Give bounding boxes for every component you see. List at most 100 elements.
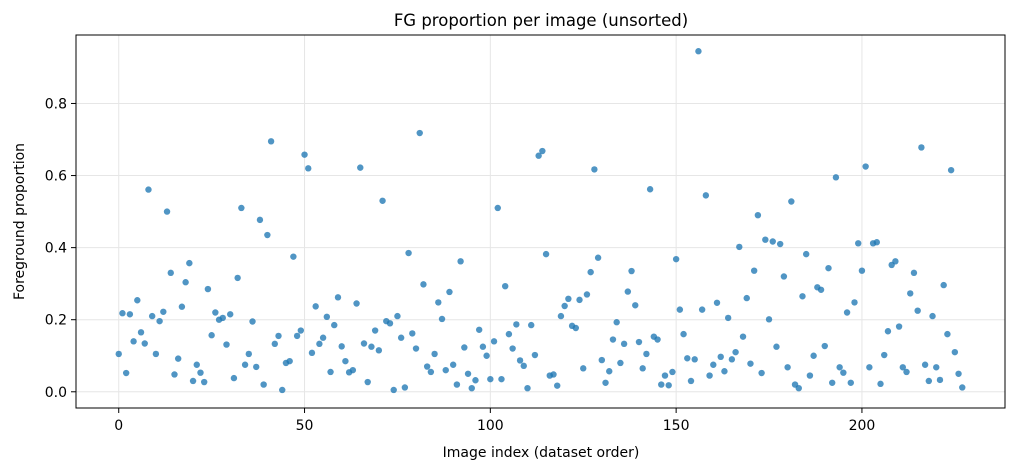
data-point xyxy=(661,372,669,379)
data-point xyxy=(933,364,940,371)
data-point xyxy=(197,369,204,376)
data-point xyxy=(505,330,513,338)
data-point xyxy=(449,361,457,368)
data-point xyxy=(275,332,282,340)
data-point xyxy=(914,307,921,314)
data-point xyxy=(264,231,271,239)
data-point xyxy=(483,352,490,359)
data-point xyxy=(724,314,732,322)
data-point xyxy=(654,336,661,343)
data-point xyxy=(955,370,962,377)
data-point xyxy=(208,332,215,339)
data-point xyxy=(843,309,851,316)
data-point xyxy=(892,258,899,265)
data-point xyxy=(646,186,654,193)
data-point xyxy=(717,353,724,361)
data-point xyxy=(929,312,936,320)
data-point xyxy=(602,379,609,386)
data-point xyxy=(461,344,468,351)
data-point xyxy=(137,329,145,336)
data-point xyxy=(148,312,156,320)
data-point xyxy=(528,321,535,329)
data-point xyxy=(301,151,308,158)
data-point xyxy=(364,378,371,386)
data-point xyxy=(765,316,773,323)
data-point xyxy=(554,382,561,389)
data-point xyxy=(416,129,423,137)
data-point xyxy=(457,258,464,265)
data-point xyxy=(171,371,178,378)
data-point xyxy=(342,357,349,365)
y-axis-label: Foreground proportion xyxy=(12,143,28,300)
data-point xyxy=(331,321,338,329)
data-point xyxy=(134,297,141,304)
data-point xyxy=(539,147,546,155)
data-point xyxy=(167,269,174,277)
data-point xyxy=(464,370,472,377)
data-point xyxy=(866,364,873,371)
data-point xyxy=(453,381,461,388)
data-point xyxy=(360,340,368,347)
data-point xyxy=(368,343,375,350)
data-point xyxy=(334,294,342,301)
y-axis: 0.0 0.2 0.4 0.6 0.8 xyxy=(45,96,76,401)
data-point xyxy=(312,303,319,310)
data-point xyxy=(442,366,449,374)
data-point xyxy=(446,288,453,296)
data-point xyxy=(227,311,234,318)
data-point xyxy=(769,238,776,245)
data-point xyxy=(609,336,617,343)
data-point xyxy=(349,366,357,374)
data-point xyxy=(799,293,806,300)
data-point xyxy=(895,323,903,330)
data-point xyxy=(583,291,591,298)
data-point xyxy=(223,341,230,348)
data-point xyxy=(951,348,959,356)
data-points xyxy=(115,48,966,394)
data-point xyxy=(397,334,405,341)
data-point xyxy=(628,267,635,275)
data-point xyxy=(910,269,918,277)
data-point xyxy=(319,334,327,341)
data-point xyxy=(862,163,869,170)
data-point xyxy=(580,365,587,372)
data-point xyxy=(253,363,260,371)
data-point xyxy=(156,317,163,325)
data-point xyxy=(747,360,754,367)
y-tick-label: 0.2 xyxy=(45,313,67,329)
data-point xyxy=(732,348,739,356)
data-point xyxy=(297,327,305,334)
data-point xyxy=(780,273,788,280)
data-point xyxy=(423,363,431,370)
data-point xyxy=(773,343,780,350)
x-tick-label: 100 xyxy=(477,418,504,434)
data-point xyxy=(160,308,167,315)
data-point xyxy=(576,296,583,304)
data-point xyxy=(788,198,795,205)
data-point xyxy=(728,356,736,363)
data-point xyxy=(672,255,680,263)
data-point xyxy=(829,379,836,386)
data-point xyxy=(431,350,438,358)
data-point xyxy=(427,368,435,376)
x-tick-label: 200 xyxy=(849,418,876,434)
data-point xyxy=(375,347,383,354)
data-point xyxy=(684,355,691,362)
x-axis: 0 50 100 150 200 xyxy=(114,408,875,434)
x-tick-label: 150 xyxy=(663,418,690,434)
data-point xyxy=(468,384,475,392)
data-point xyxy=(230,374,238,382)
data-point xyxy=(189,377,197,385)
data-point xyxy=(141,340,148,347)
data-point xyxy=(494,204,501,212)
data-point xyxy=(743,294,750,302)
data-point xyxy=(316,340,323,348)
data-point xyxy=(687,377,695,385)
data-point xyxy=(821,342,828,350)
data-point xyxy=(286,357,293,365)
data-point xyxy=(944,330,951,338)
data-point xyxy=(587,268,594,276)
data-point xyxy=(338,343,345,350)
data-point xyxy=(606,368,613,375)
